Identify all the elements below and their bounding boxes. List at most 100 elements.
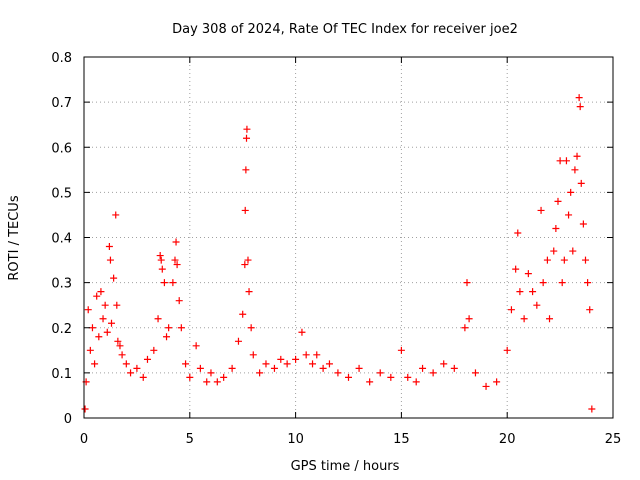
y-tick-label: 0.3 bbox=[51, 277, 72, 292]
y-tick-label: 0.8 bbox=[51, 51, 72, 66]
data-point bbox=[576, 103, 584, 111]
data-point bbox=[113, 301, 121, 309]
data-point bbox=[397, 346, 405, 354]
y-tick-label: 0.6 bbox=[51, 141, 72, 156]
data-point bbox=[507, 306, 515, 314]
data-point bbox=[112, 211, 120, 219]
data-point bbox=[157, 256, 165, 264]
data-point bbox=[118, 351, 126, 359]
data-point bbox=[182, 360, 190, 368]
data-point bbox=[366, 378, 374, 386]
data-point bbox=[95, 333, 103, 341]
data-point bbox=[584, 279, 592, 287]
data-point bbox=[419, 364, 427, 372]
grid-lines bbox=[84, 57, 613, 418]
data-point bbox=[186, 373, 194, 381]
data-point bbox=[239, 310, 247, 318]
data-point bbox=[270, 364, 278, 372]
data-point bbox=[309, 360, 317, 368]
data-point bbox=[404, 373, 412, 381]
data-point bbox=[543, 256, 551, 264]
data-point bbox=[243, 134, 251, 142]
data-point bbox=[249, 351, 257, 359]
data-point bbox=[160, 279, 168, 287]
data-point bbox=[99, 315, 107, 323]
data-point bbox=[524, 270, 532, 278]
x-tick-label: 20 bbox=[499, 432, 516, 447]
y-axis-label: ROTI / TECUs bbox=[7, 195, 22, 280]
data-point bbox=[110, 274, 118, 282]
data-point bbox=[550, 247, 558, 255]
data-point bbox=[105, 243, 113, 251]
data-point bbox=[376, 369, 384, 377]
data-point bbox=[558, 279, 566, 287]
data-point bbox=[493, 378, 501, 386]
data-point bbox=[256, 369, 264, 377]
data-point bbox=[440, 360, 448, 368]
data-point bbox=[247, 324, 255, 332]
chart-title: Day 308 of 2024, Rate Of TEC Index for r… bbox=[172, 22, 518, 37]
data-point bbox=[277, 355, 285, 363]
data-point bbox=[562, 157, 570, 165]
data-point bbox=[482, 382, 490, 390]
data-point bbox=[86, 346, 94, 354]
data-point bbox=[298, 328, 306, 336]
data-point bbox=[154, 315, 162, 323]
data-point bbox=[355, 364, 363, 372]
data-point bbox=[93, 292, 101, 300]
y-tick-label: 0 bbox=[64, 412, 72, 427]
data-point bbox=[213, 378, 221, 386]
data-point bbox=[262, 360, 270, 368]
data-point bbox=[465, 315, 473, 323]
data-point bbox=[114, 337, 122, 345]
y-tick-label: 0.7 bbox=[51, 96, 72, 111]
data-point bbox=[177, 324, 185, 332]
x-tick-label: 25 bbox=[605, 432, 622, 447]
data-point bbox=[533, 301, 541, 309]
data-point bbox=[334, 369, 342, 377]
data-point bbox=[450, 364, 458, 372]
data-points bbox=[81, 94, 596, 413]
x-tick-label: 10 bbox=[287, 432, 304, 447]
data-point bbox=[387, 373, 395, 381]
data-point bbox=[573, 152, 581, 160]
y-tick-label: 0.4 bbox=[51, 232, 72, 247]
data-point bbox=[512, 265, 520, 273]
data-point bbox=[577, 179, 585, 187]
data-point bbox=[575, 94, 583, 102]
data-point bbox=[579, 220, 587, 228]
data-point bbox=[139, 373, 147, 381]
data-point bbox=[463, 279, 471, 287]
data-point bbox=[461, 324, 469, 332]
data-point bbox=[569, 247, 577, 255]
data-point bbox=[244, 256, 252, 264]
data-point bbox=[319, 364, 327, 372]
data-point bbox=[560, 256, 568, 264]
data-point bbox=[220, 373, 228, 381]
axis-ticks: 0 5 10 15 20 25 0 0.1 0.2 0.3 0.4 0.5 0.6 0.7 0.8 bbox=[51, 51, 621, 447]
data-point bbox=[165, 324, 173, 332]
data-point bbox=[171, 256, 179, 264]
data-point bbox=[108, 319, 116, 327]
data-point bbox=[241, 261, 249, 269]
data-point bbox=[163, 333, 171, 341]
x-axis-label: GPS time / hours bbox=[291, 459, 400, 474]
data-point bbox=[116, 342, 124, 350]
data-point bbox=[158, 265, 166, 273]
data-point bbox=[471, 369, 479, 377]
data-point bbox=[169, 279, 177, 287]
data-point bbox=[192, 342, 200, 350]
data-point bbox=[101, 301, 109, 309]
data-point bbox=[313, 351, 321, 359]
data-point bbox=[88, 324, 96, 332]
data-point bbox=[234, 337, 242, 345]
data-point bbox=[243, 125, 251, 133]
data-point bbox=[172, 238, 180, 246]
x-tick-label: 0 bbox=[80, 432, 88, 447]
data-point bbox=[122, 360, 130, 368]
data-point bbox=[581, 256, 589, 264]
data-point bbox=[84, 306, 92, 314]
data-point bbox=[514, 229, 522, 237]
data-point bbox=[503, 346, 511, 354]
